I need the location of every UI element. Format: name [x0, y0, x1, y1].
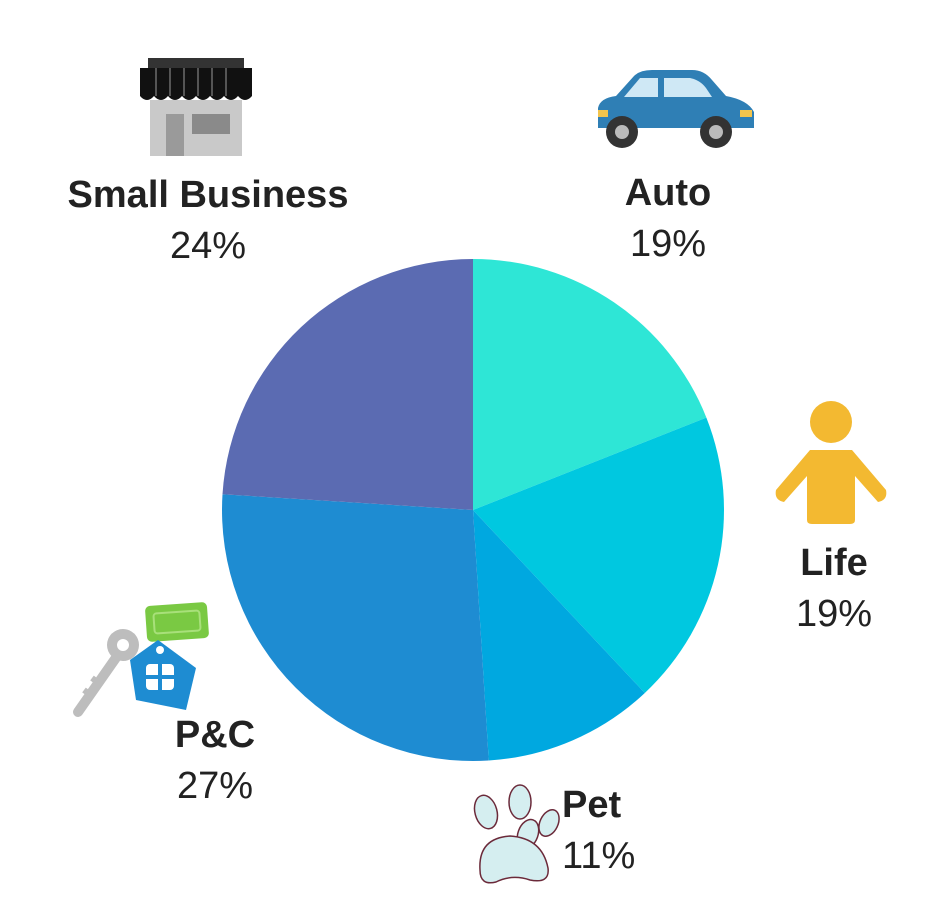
value-label-pc: 27% — [176, 765, 254, 807]
pie-slice-p-c — [222, 494, 489, 761]
value-label-auto: 19% — [629, 223, 707, 265]
car-icon — [598, 70, 754, 148]
category-name-auto: Auto — [624, 172, 712, 214]
paw-icon — [473, 784, 560, 884]
pie-slice-auto — [473, 259, 707, 510]
value-label-pet: 11% — [562, 835, 636, 877]
label-pet: Pet 11% — [562, 784, 662, 878]
category-name-pet: Pet — [562, 784, 622, 826]
label-small-business: Small Business 24% — [48, 174, 368, 268]
category-name-small-business: Small Business — [67, 174, 349, 216]
label-pc: P&C 27% — [150, 714, 280, 808]
house-key-icon — [73, 602, 209, 717]
pie-slices — [222, 259, 724, 761]
pie-slice-pet — [473, 510, 645, 761]
value-label-small-business: 24% — [169, 225, 247, 267]
label-auto: Auto 19% — [598, 172, 738, 266]
pie-slice-life — [473, 417, 724, 693]
value-label-life: 19% — [795, 593, 873, 635]
person-icon — [775, 401, 887, 524]
category-name-pc: P&C — [174, 714, 256, 756]
label-life: Life 19% — [774, 542, 894, 636]
pie-slice-small-business — [222, 259, 473, 510]
storefront-icon — [140, 58, 252, 156]
category-name-life: Life — [800, 542, 868, 584]
